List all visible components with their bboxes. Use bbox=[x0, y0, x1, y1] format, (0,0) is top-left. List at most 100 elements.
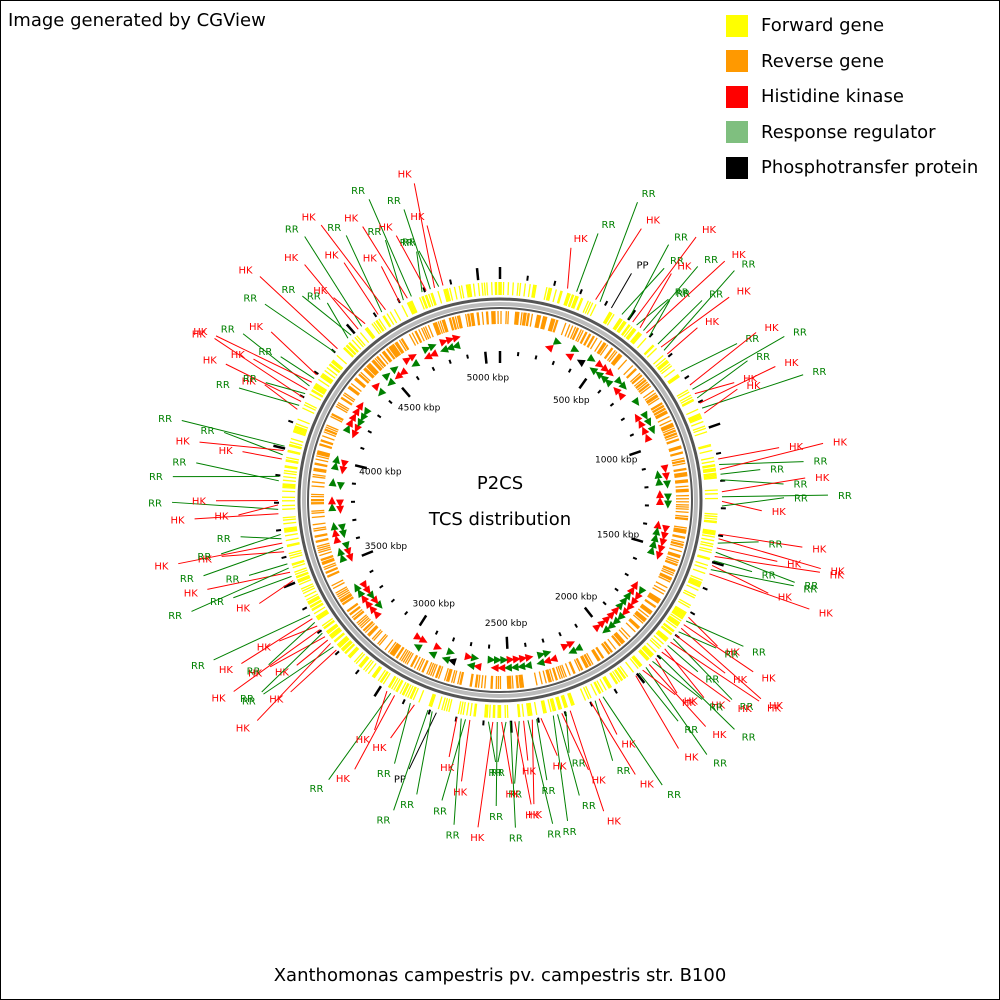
feature-marker-rr bbox=[446, 647, 455, 655]
forward-gene-mark bbox=[703, 519, 717, 523]
reverse-gene-mark bbox=[434, 665, 441, 678]
forward-gene-mark bbox=[545, 287, 550, 301]
reverse-gene-mark bbox=[418, 658, 426, 672]
reverse-gene-mark bbox=[655, 411, 668, 419]
callout-line bbox=[717, 541, 759, 544]
callout-line bbox=[675, 634, 726, 674]
callout-line bbox=[688, 616, 718, 647]
forward-gene-mark bbox=[518, 704, 521, 718]
callout-line bbox=[635, 675, 679, 749]
reverse-gene-mark bbox=[481, 311, 485, 325]
feature-label: HK bbox=[684, 697, 699, 708]
reverse-gene-mark bbox=[443, 319, 449, 333]
forward-gene-mark bbox=[333, 632, 345, 642]
reverse-gene-mark bbox=[672, 460, 686, 465]
callout-line bbox=[509, 721, 516, 828]
forward-gene-mark bbox=[282, 484, 296, 487]
feature-marker-rr bbox=[363, 406, 372, 416]
feature-label: RR bbox=[377, 769, 391, 780]
reverse-gene-mark bbox=[644, 599, 656, 609]
reverse-gene-mark bbox=[433, 322, 440, 336]
forward-gene-mark bbox=[282, 516, 296, 519]
reverse-gene-mark bbox=[586, 335, 595, 348]
forward-gene-mark bbox=[293, 427, 307, 434]
forward-gene-mark bbox=[418, 297, 425, 310]
tick-labels: 500 kbp 1000 kbp 1500 kbp 2000 kbp 2500 kbp 3… bbox=[359, 374, 639, 629]
reverse-gene-mark bbox=[573, 659, 581, 672]
forward-gene-mark bbox=[401, 682, 409, 696]
reverse-gene-mark bbox=[311, 515, 325, 519]
reverse-gene-mark bbox=[670, 451, 683, 456]
feature-label: RR bbox=[667, 790, 681, 801]
minor-tick-inner bbox=[367, 429, 373, 434]
forward-gene-mark bbox=[283, 472, 297, 476]
forward-gene-mark bbox=[660, 626, 672, 636]
forward-gene-mark bbox=[563, 292, 569, 306]
reverse-gene-mark bbox=[415, 330, 423, 343]
forward-gene-mark bbox=[363, 659, 373, 671]
feature-marker-hk bbox=[361, 594, 370, 604]
callout-line bbox=[709, 573, 810, 610]
reverse-gene-mark bbox=[580, 331, 588, 345]
forward-gene-mark bbox=[568, 692, 574, 706]
feature-label: RR bbox=[745, 334, 759, 345]
reverse-gene-mark bbox=[321, 557, 335, 564]
reverse-gene-mark bbox=[525, 313, 529, 327]
reverse-gene-mark bbox=[353, 611, 365, 621]
feature-marker-rr bbox=[664, 500, 673, 509]
tick-label: 5000 kbp bbox=[467, 374, 510, 384]
reverse-gene-mark bbox=[664, 560, 678, 567]
reverse-gene-mark bbox=[477, 674, 481, 688]
callout-line bbox=[610, 273, 632, 309]
feature-marker-rr bbox=[568, 646, 578, 654]
feature-label: RR bbox=[433, 806, 447, 817]
forward-gene-mark bbox=[602, 676, 610, 689]
reverse-gene-mark bbox=[336, 587, 349, 596]
forward-gene-mark bbox=[576, 297, 583, 311]
reverse-gene-mark bbox=[658, 575, 671, 583]
forward-gene-mark bbox=[643, 645, 655, 656]
feature-label: RR bbox=[724, 650, 738, 661]
reverse-gene-mark bbox=[651, 402, 663, 411]
reverse-gene-mark bbox=[673, 527, 687, 531]
reverse-gene-mark bbox=[618, 629, 629, 640]
feature-marker-hk bbox=[512, 655, 521, 664]
forward-gene-mark bbox=[283, 469, 297, 473]
callout-line bbox=[259, 580, 294, 604]
forward-gene-mark bbox=[666, 618, 679, 627]
feature-marker-rr bbox=[602, 625, 611, 634]
forward-gene-mark bbox=[321, 617, 334, 627]
minor-tick-inner bbox=[641, 467, 646, 471]
minor-tick-inner bbox=[574, 623, 578, 628]
reverse-gene-mark bbox=[637, 608, 649, 618]
forward-gene-mark bbox=[486, 282, 489, 296]
forward-gene-mark bbox=[594, 681, 602, 694]
forward-gene-mark bbox=[584, 301, 592, 314]
feature-marker-rr bbox=[389, 366, 399, 375]
reverse-gene-mark bbox=[641, 603, 653, 613]
reverse-gene-mark bbox=[391, 344, 401, 356]
feature-label: RR bbox=[674, 232, 688, 243]
callout-line bbox=[233, 629, 321, 692]
reverse-gene-mark bbox=[668, 446, 682, 452]
reverse-gene-mark bbox=[540, 315, 545, 329]
reverse-gene-mark bbox=[383, 350, 393, 362]
forward-gene-mark bbox=[632, 333, 643, 345]
feature-marker-pp bbox=[576, 359, 586, 368]
reverse-gene-mark bbox=[337, 589, 350, 598]
reverse-gene-mark bbox=[665, 435, 678, 441]
feature-label: HK bbox=[203, 356, 218, 367]
forward-gene-mark bbox=[675, 605, 687, 614]
reverse-gene-mark bbox=[564, 663, 571, 676]
reverse-gene-mark bbox=[673, 525, 688, 529]
reverse-gene-mark bbox=[591, 649, 600, 662]
feature-label: RR bbox=[197, 552, 211, 563]
callout-line bbox=[672, 638, 733, 700]
reverse-gene-mark bbox=[653, 584, 666, 593]
reverse-gene-mark bbox=[316, 542, 330, 548]
major-tick-inner bbox=[629, 449, 642, 457]
forward-gene-mark bbox=[671, 611, 683, 620]
major-tick-inner bbox=[578, 377, 588, 390]
tick-label: 4500 kbp bbox=[398, 403, 441, 413]
